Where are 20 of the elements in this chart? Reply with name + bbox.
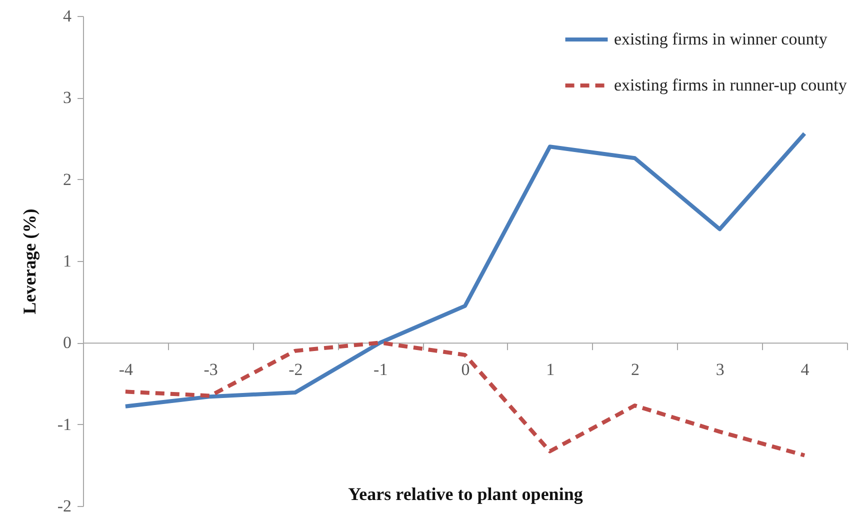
x-tick-label: -3	[204, 360, 218, 380]
y-tick-label: 3	[63, 88, 72, 108]
y-axis-title: Leverage (%)	[19, 208, 40, 314]
x-tick-label: 4	[800, 360, 810, 380]
y-tick-label: -2	[57, 496, 72, 516]
x-tick-label: 3	[716, 360, 724, 380]
x-tick-label: 2	[631, 360, 640, 380]
y-tick-label: 0	[63, 333, 72, 352]
x-tick-label: -1	[374, 360, 388, 380]
y-tick-label: 2	[63, 170, 72, 189]
x-axis-title: Years relative to plant opening	[348, 484, 583, 504]
y-tick-label: 4	[63, 6, 72, 26]
y-tick-label: 1	[63, 252, 72, 270]
x-tick-label: -2	[288, 360, 303, 380]
legend-label: existing firms in winner county	[614, 30, 828, 48]
x-tick-label: 1	[546, 360, 555, 380]
x-tick-label: 0	[461, 360, 470, 380]
legend-label: existing firms in runner-up county	[614, 76, 848, 94]
x-tick-label: -4	[118, 360, 134, 380]
y-tick-label: -1	[57, 414, 72, 434]
